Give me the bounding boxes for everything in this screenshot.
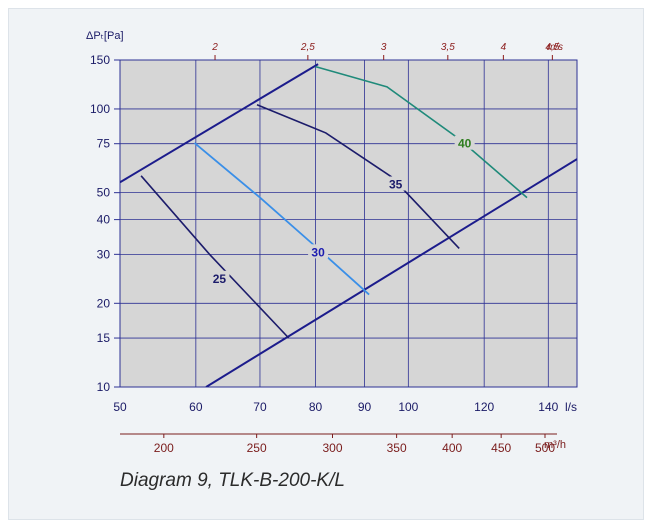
- series-label-25: 25: [213, 272, 227, 286]
- boundary-line: [120, 63, 319, 184]
- x-tick-label: 50: [113, 400, 127, 414]
- m3h-tick-label: 400: [442, 441, 462, 455]
- series-lines: [120, 63, 577, 387]
- series-label-bg: [209, 270, 230, 285]
- y-tick-label: 50: [97, 186, 111, 200]
- y-tick-label: 150: [90, 53, 110, 67]
- x-tick-label: 90: [358, 400, 372, 414]
- y-tick-label: 15: [97, 331, 111, 345]
- velocity-tick-label: 4,5: [545, 42, 559, 53]
- x-tick-label: 120: [474, 400, 494, 414]
- velocity-tick-label: 3,5: [441, 42, 455, 53]
- m3h-tick-label: 450: [491, 441, 511, 455]
- y-tick-label: 30: [97, 247, 111, 261]
- velocity-tick-label: 4: [501, 42, 507, 53]
- series-line-35: [256, 104, 460, 249]
- series-line-25: [140, 175, 290, 339]
- boundary-line: [205, 158, 577, 387]
- chart-caption: Diagram 9, TLK-B-200-K/L: [120, 470, 345, 491]
- x-tick-label: 140: [538, 400, 558, 414]
- y-tick-label: 20: [97, 296, 111, 310]
- x-unit-label: l/s: [565, 400, 577, 414]
- velocity-tick-label: 2: [211, 42, 218, 53]
- series-line-40: [315, 65, 528, 199]
- x-tick-label: 80: [309, 400, 323, 414]
- series-label-bg: [454, 135, 475, 150]
- velocity-unit-label: m/s: [547, 42, 563, 53]
- m3h-tick-label: 500: [535, 441, 555, 455]
- y-tick-label: 40: [97, 213, 111, 227]
- series-label-bg: [308, 244, 329, 259]
- series-label-35: 35: [389, 177, 403, 191]
- y-tick-label: 10: [97, 380, 111, 394]
- grid: [114, 55, 578, 438]
- velocity-tick-label: 2,5: [300, 42, 315, 53]
- y-tick-label: 75: [97, 137, 111, 151]
- y-tick-label: 100: [90, 102, 110, 116]
- series-line-30: [193, 142, 370, 296]
- x-tick-label: 100: [398, 400, 418, 414]
- labels: 50 60 70 80 90 100 120 140 l/s 10 15 20 30 40 50 75 100 1…: [86, 30, 577, 455]
- series-label-bg: [385, 176, 406, 191]
- y-axis-label: ΔPₜ[Pa]: [86, 30, 124, 42]
- m3h-tick-label: 300: [322, 441, 342, 455]
- m3h-unit-label: m³/h: [544, 439, 566, 451]
- m3h-tick-label: 350: [387, 441, 407, 455]
- series-label-40: 40: [458, 137, 472, 151]
- series-label-30: 30: [311, 245, 325, 259]
- m3h-tick-label: 200: [154, 441, 174, 455]
- m3h-tick-label: 250: [247, 441, 267, 455]
- x-tick-label: 60: [189, 400, 203, 414]
- velocity-tick-label: 3: [381, 42, 387, 53]
- x-tick-label: 70: [253, 400, 267, 414]
